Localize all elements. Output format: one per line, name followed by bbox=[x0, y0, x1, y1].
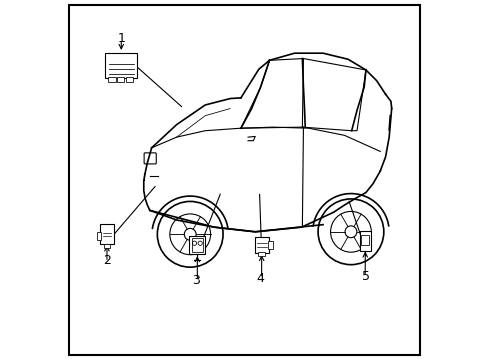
Text: 3: 3 bbox=[192, 274, 200, 287]
FancyBboxPatch shape bbox=[117, 77, 124, 82]
FancyBboxPatch shape bbox=[254, 237, 268, 253]
FancyBboxPatch shape bbox=[359, 230, 370, 251]
FancyBboxPatch shape bbox=[267, 241, 272, 249]
FancyBboxPatch shape bbox=[100, 224, 113, 244]
FancyBboxPatch shape bbox=[103, 244, 110, 248]
FancyBboxPatch shape bbox=[258, 252, 264, 256]
FancyBboxPatch shape bbox=[361, 235, 368, 245]
FancyBboxPatch shape bbox=[97, 232, 101, 239]
Text: 2: 2 bbox=[103, 254, 111, 267]
FancyBboxPatch shape bbox=[189, 236, 205, 254]
FancyBboxPatch shape bbox=[126, 77, 133, 82]
Text: 5: 5 bbox=[361, 270, 369, 283]
Text: 4: 4 bbox=[256, 272, 264, 285]
FancyBboxPatch shape bbox=[108, 77, 115, 82]
FancyBboxPatch shape bbox=[191, 238, 203, 252]
FancyBboxPatch shape bbox=[105, 53, 137, 78]
Text: 1: 1 bbox=[117, 32, 125, 45]
